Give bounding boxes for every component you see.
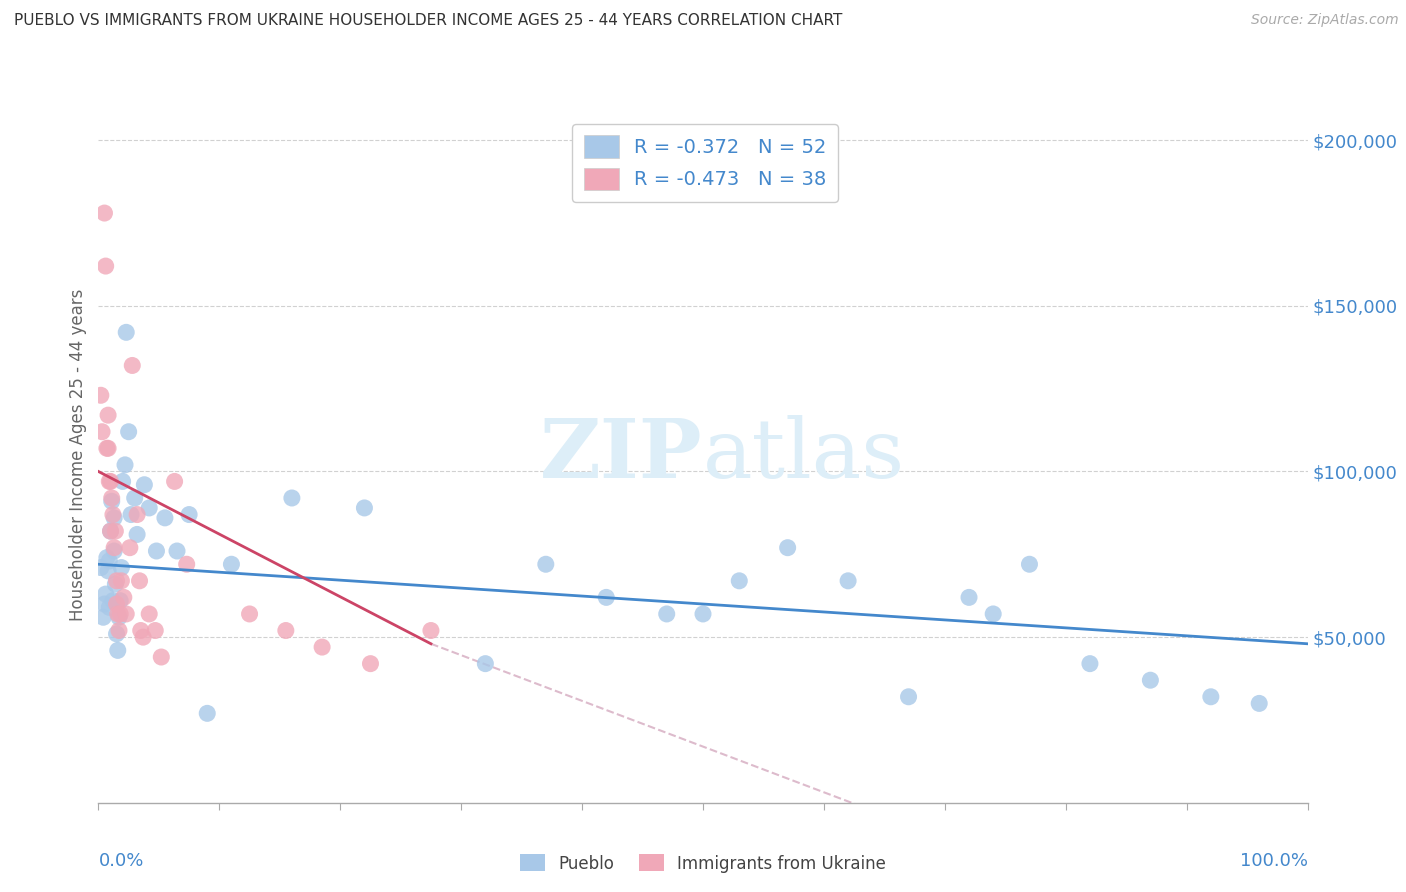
Point: [98, 475, 121, 489]
Point: [127, 527, 149, 541]
Point: [101, 593, 124, 607]
Point: [728, 574, 751, 588]
Point: [166, 544, 188, 558]
Legend: R = -0.372   N = 52, R = -0.473   N = 38: R = -0.372 N = 52, R = -0.473 N = 38: [572, 124, 838, 202]
Point: [100, 494, 122, 508]
Point: [121, 359, 143, 373]
Point: [94, 587, 117, 601]
Point: [94, 259, 117, 273]
Point: [100, 491, 122, 505]
Point: [112, 591, 135, 605]
Point: [128, 574, 150, 588]
Point: [108, 593, 131, 607]
Point: [97, 442, 120, 456]
Point: [176, 558, 198, 572]
Point: [420, 624, 443, 638]
Text: Source: ZipAtlas.com: Source: ZipAtlas.com: [1251, 13, 1399, 28]
Point: [534, 558, 557, 572]
Point: [143, 624, 166, 638]
Point: [353, 500, 375, 515]
Point: [118, 541, 141, 555]
Point: [108, 607, 131, 621]
Point: [97, 564, 120, 578]
Point: [281, 491, 304, 505]
Point: [138, 607, 160, 621]
Point: [98, 600, 121, 615]
Point: [1249, 697, 1271, 711]
Point: [96, 442, 118, 456]
Point: [595, 591, 617, 605]
Point: [274, 624, 297, 638]
Point: [1139, 673, 1161, 688]
Point: [103, 511, 125, 525]
Text: atlas: atlas: [703, 415, 905, 495]
Point: [1199, 690, 1222, 704]
Point: [145, 544, 167, 558]
Point: [195, 706, 218, 721]
Point: [129, 624, 152, 638]
Point: [132, 630, 155, 644]
Point: [221, 558, 243, 572]
Point: [100, 475, 122, 489]
Point: [1078, 657, 1101, 671]
Point: [111, 475, 134, 489]
Point: [110, 574, 132, 588]
Point: [127, 508, 149, 522]
Point: [104, 524, 127, 538]
Point: [957, 591, 980, 605]
Y-axis label: Householder Income Ages 25 - 44 years: Householder Income Ages 25 - 44 years: [69, 289, 87, 621]
Point: [115, 326, 138, 340]
Point: [91, 610, 114, 624]
Point: [96, 550, 118, 565]
Point: [100, 524, 122, 538]
Point: [124, 491, 146, 505]
Point: [103, 544, 125, 558]
Point: [897, 690, 920, 704]
Point: [474, 657, 496, 671]
Point: [153, 511, 176, 525]
Point: [776, 541, 799, 555]
Point: [104, 577, 127, 591]
Point: [837, 574, 859, 588]
Point: [981, 607, 1004, 621]
Point: [118, 425, 141, 439]
Point: [150, 650, 173, 665]
Legend: Pueblo, Immigrants from Ukraine: Pueblo, Immigrants from Ukraine: [513, 847, 893, 880]
Point: [107, 643, 129, 657]
Point: [163, 475, 186, 489]
Point: [120, 508, 142, 522]
Point: [107, 607, 129, 621]
Point: [105, 574, 128, 588]
Point: [239, 607, 262, 621]
Point: [103, 541, 125, 555]
Point: [97, 408, 120, 422]
Point: [311, 640, 333, 654]
Point: [91, 425, 114, 439]
Point: [93, 206, 115, 220]
Point: [177, 508, 201, 522]
Point: [138, 500, 160, 515]
Point: [115, 607, 138, 621]
Point: [100, 524, 122, 538]
Point: [101, 508, 124, 522]
Point: [360, 657, 382, 671]
Point: [110, 560, 132, 574]
Point: [114, 458, 136, 472]
Point: [134, 477, 156, 491]
Point: [108, 624, 131, 638]
Point: [105, 627, 128, 641]
Point: [93, 597, 115, 611]
Point: [655, 607, 678, 621]
Text: 100.0%: 100.0%: [1240, 852, 1308, 870]
Text: PUEBLO VS IMMIGRANTS FROM UKRAINE HOUSEHOLDER INCOME AGES 25 - 44 YEARS CORRELAT: PUEBLO VS IMMIGRANTS FROM UKRAINE HOUSEH…: [14, 13, 842, 29]
Point: [108, 610, 131, 624]
Point: [98, 554, 121, 568]
Point: [90, 560, 112, 574]
Point: [90, 388, 112, 402]
Point: [692, 607, 714, 621]
Point: [105, 597, 128, 611]
Text: 0.0%: 0.0%: [98, 852, 143, 870]
Text: ZIP: ZIP: [540, 415, 703, 495]
Point: [1018, 558, 1040, 572]
